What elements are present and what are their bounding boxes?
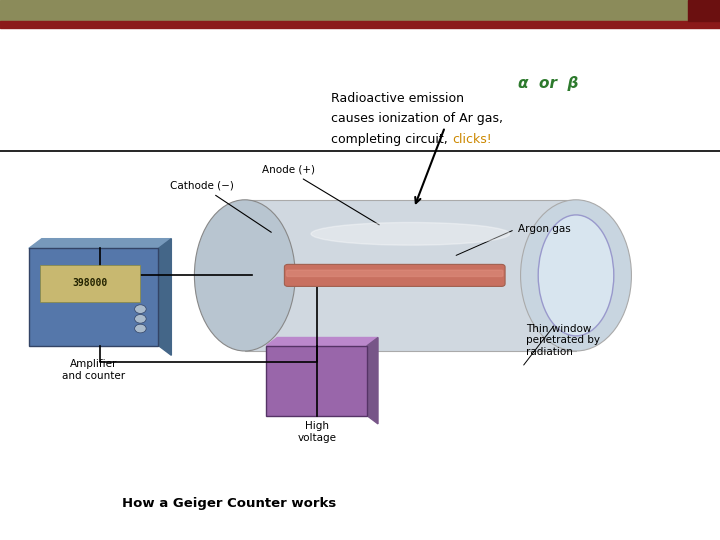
Bar [245,200,576,351]
Text: Radioactive emission: Radioactive emission [331,92,464,105]
Text: causes ionization of Ar gas,: causes ionization of Ar gas, [331,112,503,125]
Circle shape [135,314,146,323]
Bar [29,248,158,346]
Text: completing circuit,: completing circuit, [331,133,452,146]
Text: Argon gas: Argon gas [518,225,571,234]
Bar [266,346,367,416]
Text: α  or  β: α or β [518,76,579,91]
Polygon shape [158,239,171,355]
Bar [40,265,140,302]
Ellipse shape [539,215,613,336]
Bar [0,0,720,21]
FancyBboxPatch shape [284,265,505,286]
Text: 398000: 398000 [73,279,107,288]
Ellipse shape [521,200,631,351]
FancyBboxPatch shape [287,270,503,276]
Polygon shape [29,239,171,248]
Ellipse shape [194,200,295,351]
Ellipse shape [311,222,510,245]
Text: High
voltage: High voltage [297,421,336,443]
Text: How a Geiger Counter works: How a Geiger Counter works [122,497,337,510]
Text: Amplifier
and counter: Amplifier and counter [62,359,125,381]
Text: clicks!: clicks! [452,133,492,146]
Bar [688,0,720,21]
Polygon shape [367,338,378,424]
Polygon shape [266,338,378,346]
Text: Anode (+): Anode (+) [261,165,379,225]
Circle shape [135,324,146,333]
Text: Thin window
penetrated by
radiation: Thin window penetrated by radiation [526,323,600,357]
Circle shape [135,305,146,313]
Text: Cathode (−): Cathode (−) [170,181,271,232]
Bar [0,21,720,28]
